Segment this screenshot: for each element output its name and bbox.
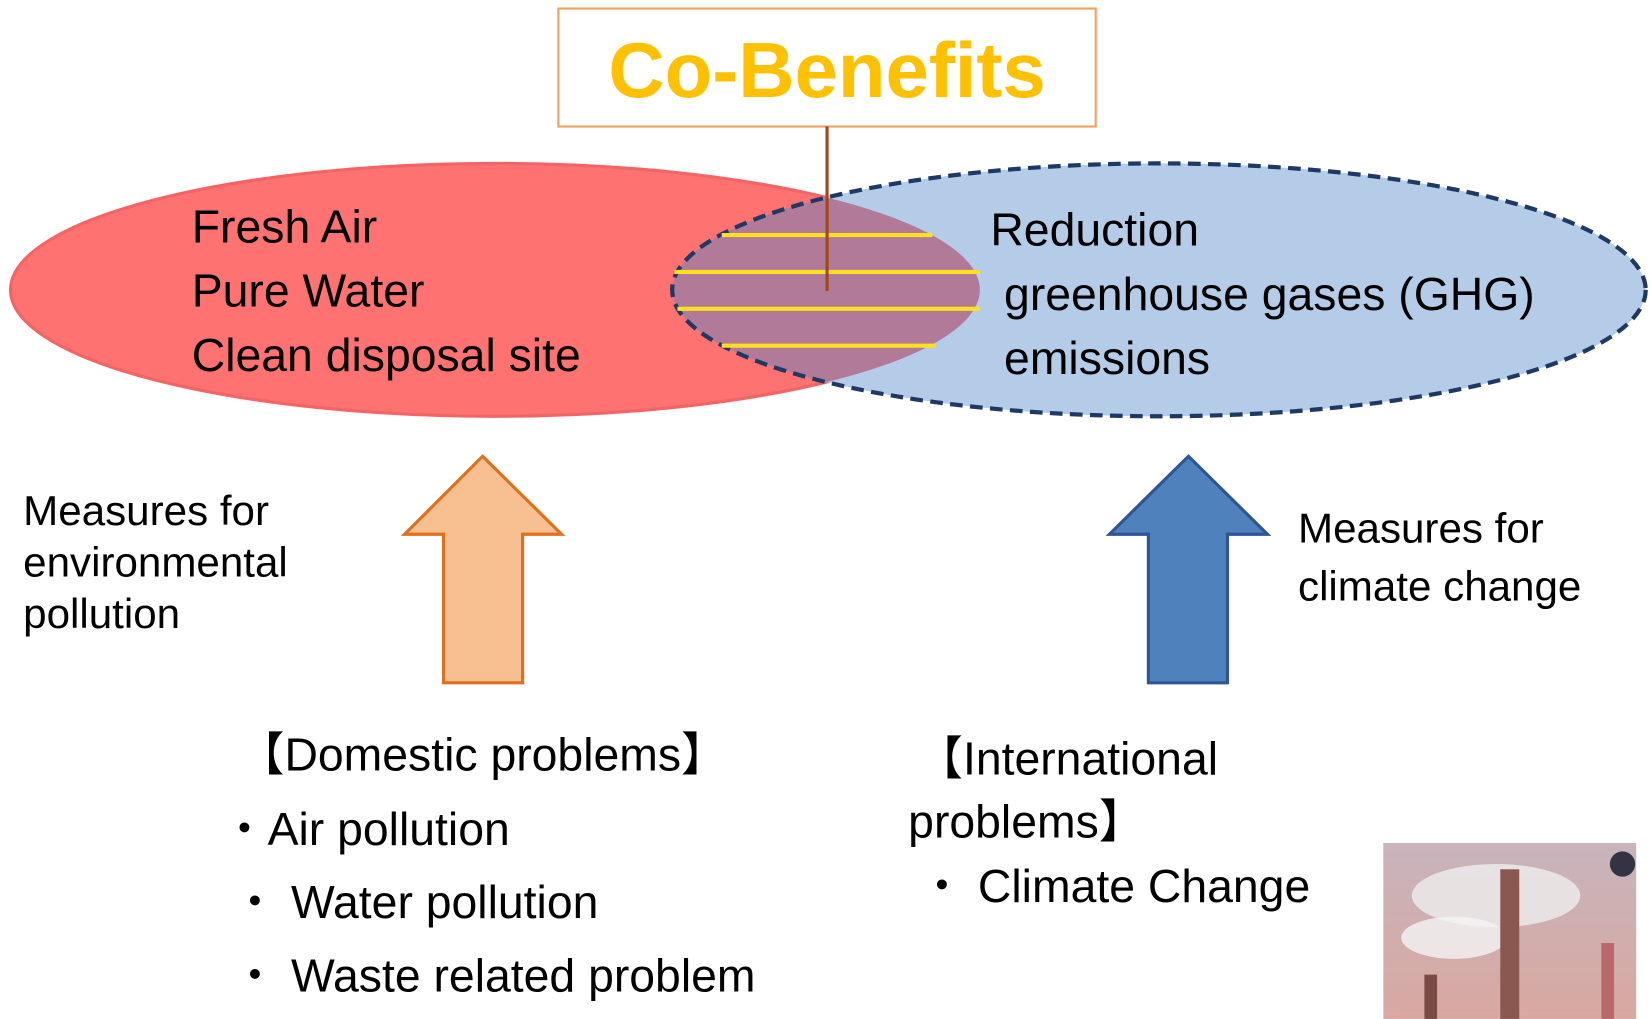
domestic-heading: 【Domestic problems】 [238,728,727,780]
photo [1383,843,1636,1019]
left-line: Fresh Air [192,200,377,252]
domestic-item: ・Air pollution [221,803,510,855]
measure-line: climate change [1298,563,1581,610]
up-arrow-orange [405,456,562,683]
measure-line: pollution [23,590,180,637]
international-item: ・ Climate Change [919,860,1311,912]
measure-line: Measures for [1298,505,1544,552]
right-line: Reduction [990,204,1199,256]
left-line: Pure Water [192,265,425,317]
title: Co-Benefits [608,26,1045,114]
international-heading: 【International [917,732,1218,784]
up-arrow-blue [1109,456,1267,683]
page: Co-Benefits Fresh Air Pure Water Clean d… [0,0,1652,1019]
measure-line: Measures for [23,487,269,534]
right-line: emissions [1004,332,1210,384]
diagram: Co-Benefits Fresh Air Pure Water Clean d… [0,0,1652,1019]
measure-line: environmental [23,538,288,585]
left-line: Clean disposal site [192,329,581,381]
domestic-item: ・ Water pollution [232,876,599,928]
domestic-item: ・ Waste related problem [232,950,756,1002]
international-heading: problems】 [908,796,1145,848]
right-line: greenhouse gases (GHG) [1004,268,1535,320]
